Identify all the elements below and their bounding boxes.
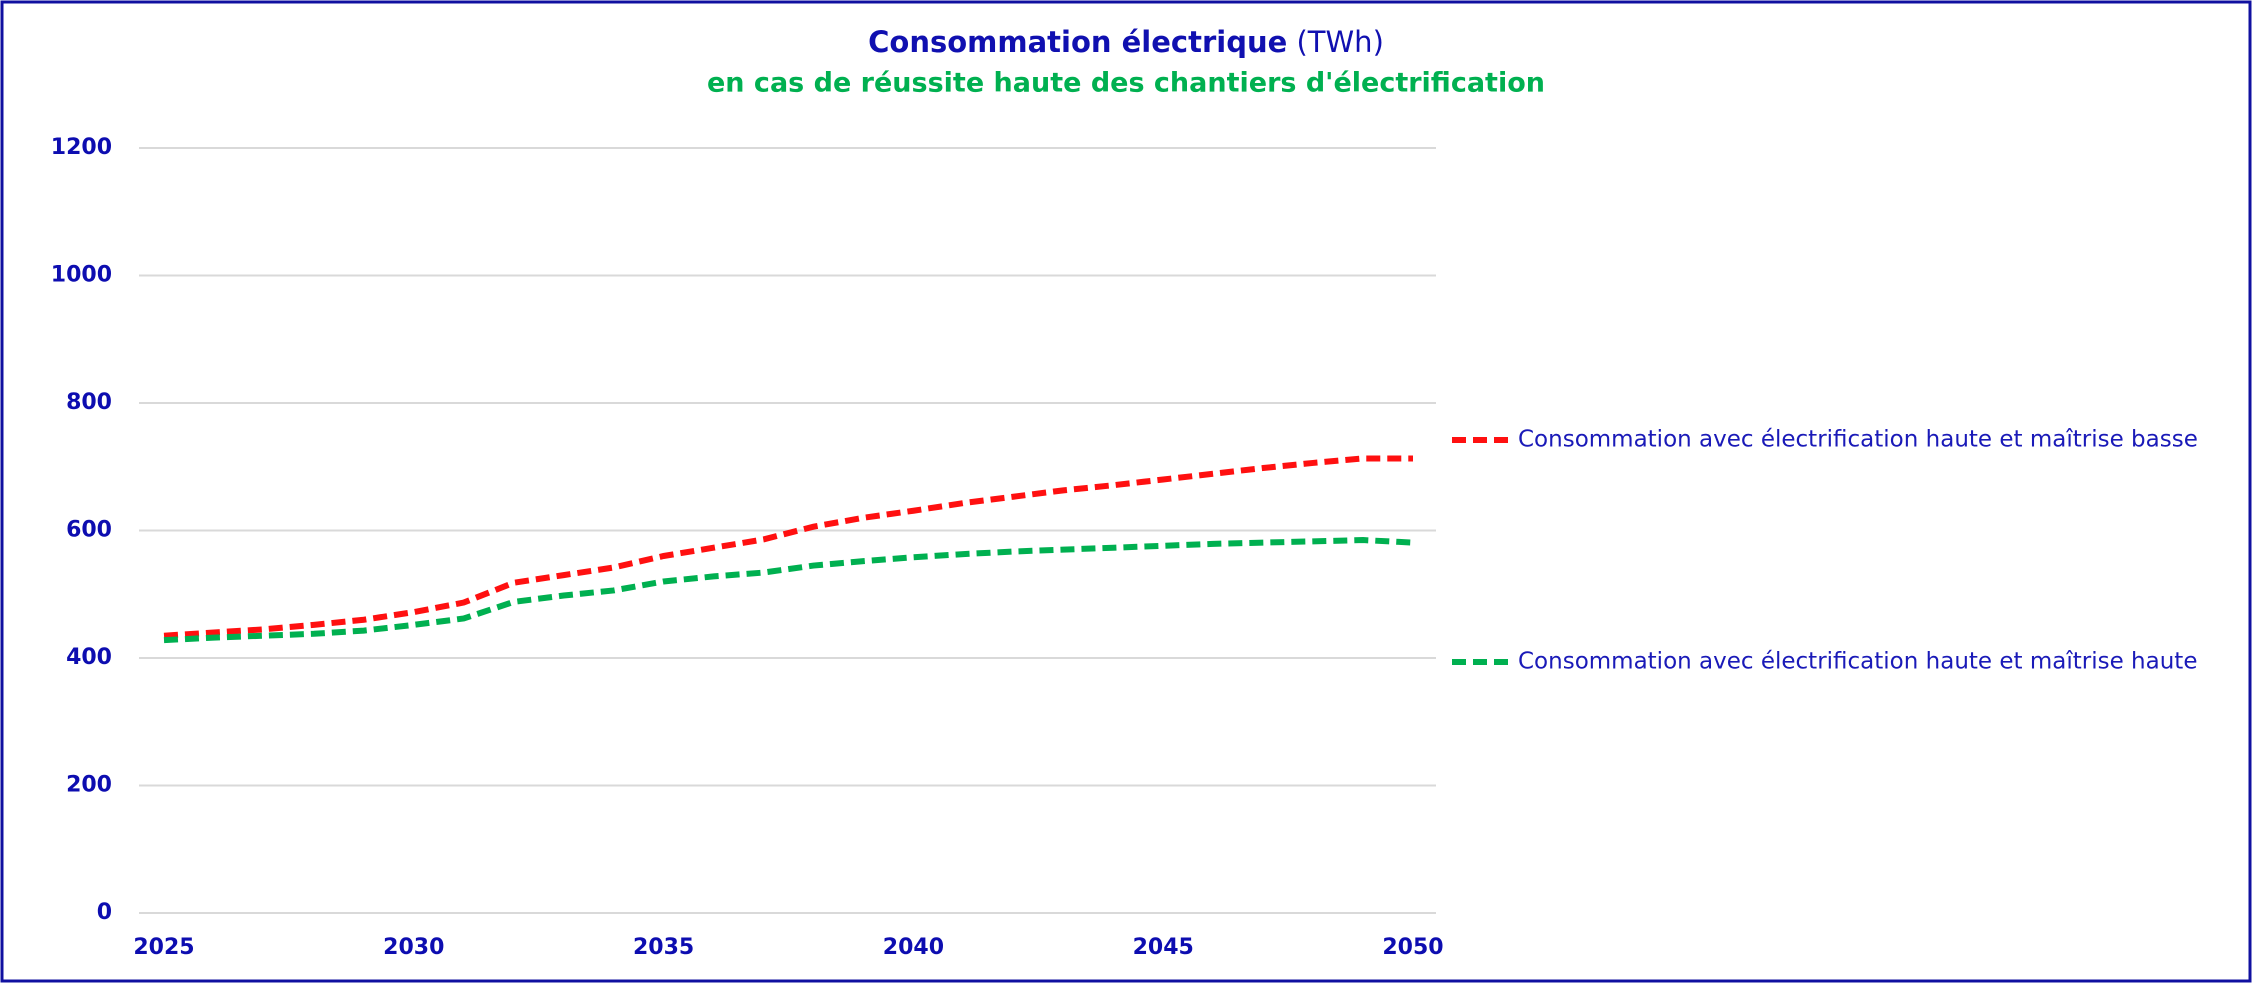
legend-label: Consommation avec électrification haute … — [1518, 427, 2198, 453]
legend-label: Consommation avec électrification haute … — [1518, 649, 2197, 675]
y-tick-label: 800 — [66, 390, 112, 415]
title-unit: (TWh) — [1296, 25, 1383, 59]
y-tick-label: 0 — [97, 900, 112, 925]
chart-title: Consommation électrique (TWh) — [868, 25, 1384, 59]
y-tick-label: 1000 — [51, 263, 112, 288]
x-tick-label: 2050 — [1382, 935, 1443, 960]
y-tick-label: 600 — [66, 518, 112, 543]
x-tick-label: 2035 — [633, 935, 694, 960]
x-tick-label: 2040 — [883, 935, 944, 960]
y-tick-label: 200 — [66, 773, 112, 798]
x-tick-label: 2045 — [1133, 935, 1194, 960]
x-tick-label: 2030 — [383, 935, 444, 960]
subtitle: en cas de réussite haute des chantiers d… — [707, 68, 1545, 99]
y-tick-label: 400 — [66, 645, 112, 670]
title: Consommation électrique — [868, 25, 1287, 59]
y-tick-label: 1200 — [51, 135, 112, 160]
series-line — [163, 537, 1414, 644]
series-line — [163, 455, 1413, 639]
x-tick-label: 2025 — [133, 935, 194, 960]
